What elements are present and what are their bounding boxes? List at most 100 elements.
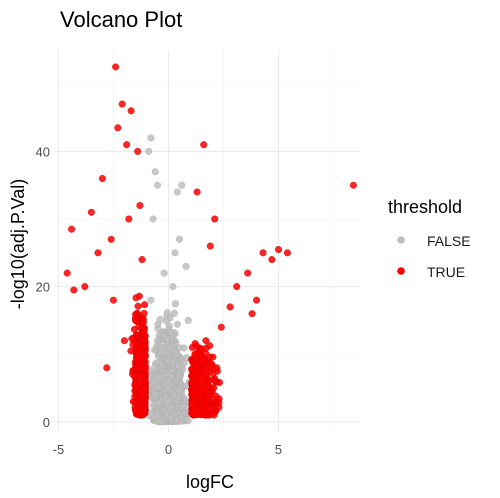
point-false [171,249,179,257]
point-true [211,215,219,223]
point-true [206,404,214,412]
point-true [103,364,111,372]
point-false [153,359,161,367]
point-true [244,269,252,277]
point-true [109,296,117,304]
point-true [189,391,197,399]
point-true [206,342,214,350]
point-false [167,404,175,412]
point-false [153,181,161,189]
point-true [132,294,140,302]
point-true [133,407,141,415]
y-tick-label: 0 [43,415,50,430]
point-true [199,385,207,393]
x-tick-label: 5 [275,442,282,457]
point-false [167,328,175,336]
point-true [275,245,283,253]
point-false [165,343,173,351]
point-true [138,256,146,264]
legend-label-true: TRUE [427,264,465,280]
point-true [120,337,128,345]
point-true [141,365,149,373]
point-true [137,355,145,363]
point-false [182,262,190,270]
point-false [149,215,157,223]
point-true [202,337,210,345]
grid-lines [54,50,360,432]
point-false [162,393,170,401]
point-true [226,303,234,311]
point-false [173,188,181,196]
point-true [94,249,102,257]
point-true [188,401,196,409]
point-true [129,398,137,406]
point-false [156,418,164,426]
point-true [134,360,142,368]
point-true [98,174,106,182]
point-true [107,235,115,243]
point-true [210,411,218,419]
point-false [169,283,177,291]
point-true [140,384,148,392]
point-true [192,373,200,381]
point-true [188,409,196,417]
point-true [140,393,148,401]
point-true [125,215,133,223]
point-true [136,201,144,209]
point-false [153,337,161,345]
chart-title: Volcano Plot [60,7,182,32]
point-false [145,147,153,155]
point-true [213,364,221,372]
y-axis-label: -log10(adj.P.Val) [8,179,28,309]
point-false [184,316,192,324]
point-false [171,300,179,308]
point-false [147,134,155,142]
point-true [233,283,241,291]
y-tick-label: 40 [36,144,50,159]
point-false [178,181,186,189]
point-true [139,315,147,323]
point-true [248,310,256,318]
x-axis-label: logFC [186,472,234,492]
point-true [210,376,218,384]
point-false [170,309,178,317]
point-true [217,323,225,331]
point-true [193,188,201,196]
point-true [137,402,145,410]
point-false [175,235,183,243]
point-false [167,373,175,381]
point-true [70,286,78,294]
point-true [252,296,260,304]
point-false [160,269,168,277]
legend-title: threshold [388,197,462,217]
point-false [181,396,189,404]
point-false [169,358,177,366]
x-tick-label: -5 [53,442,65,457]
point-true [134,147,142,155]
point-true [212,392,220,400]
point-false [173,320,181,328]
y-tick-label: 20 [36,280,50,295]
point-false [167,415,175,423]
point-true [349,181,357,189]
point-false [147,296,155,304]
point-false [163,335,171,343]
point-true [259,249,267,257]
point-true [87,208,95,216]
point-true [197,377,205,385]
legend-label-false: FALSE [427,233,471,249]
x-tick-label: 0 [165,442,172,457]
point-true [63,269,71,277]
point-false [151,168,159,176]
point-true [141,301,149,309]
point-true [193,363,201,371]
point-false [154,383,162,391]
point-true [191,350,199,358]
point-true [268,256,276,264]
point-false [171,391,179,399]
legend-swatch-true [397,267,405,275]
point-true [210,384,218,392]
point-true [133,332,141,340]
point-true [136,373,144,381]
